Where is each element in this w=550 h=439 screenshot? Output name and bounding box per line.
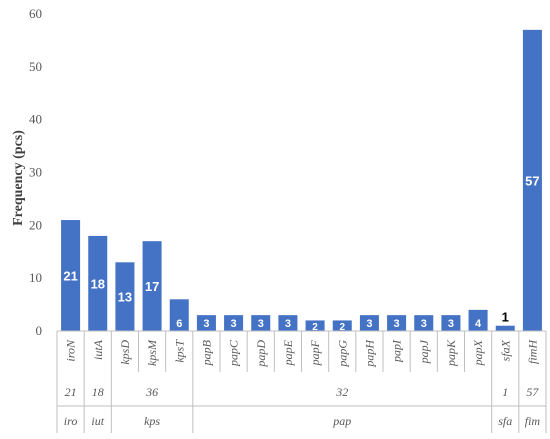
bar [332, 320, 352, 331]
bar [251, 315, 271, 331]
group-label: kps [144, 414, 160, 428]
bar [522, 29, 542, 331]
bar [88, 235, 108, 331]
bar-data-label: 2 [312, 322, 318, 333]
group-total: 18 [92, 385, 104, 399]
bar [387, 315, 407, 331]
group-label: pap [332, 414, 351, 428]
x-category-label: papG [335, 340, 349, 368]
bar-data-label: 18 [91, 276, 105, 291]
bar [224, 315, 244, 331]
x-category-label: kpsD [118, 340, 132, 365]
bar-data-label: 2 [339, 322, 345, 333]
y-tick-label: 30 [29, 165, 42, 180]
category-table: iroN iutA kpsD kpsM kpsT papB papC papD papE papF… [56, 330, 547, 433]
x-category-label: sfaX [498, 339, 512, 361]
bar [359, 315, 379, 331]
group-label: fim [525, 414, 541, 428]
bar-data-label: 13 [118, 290, 132, 305]
group-label: iro [64, 414, 78, 428]
group-label: iut [91, 414, 104, 428]
bar [414, 315, 434, 331]
x-category-label: papJ [417, 339, 431, 364]
bar-data-label: 3 [366, 318, 372, 330]
x-category-label: kpsM [145, 339, 159, 366]
group-total: 36 [145, 385, 158, 399]
x-category-label: papC [227, 339, 241, 367]
x-category-label: papX [471, 339, 485, 366]
x-category-label: papB [199, 339, 213, 366]
group-total: 21 [65, 385, 77, 399]
x-category-label: papD [254, 340, 268, 368]
y-tick-label: 0 [36, 323, 43, 338]
bar-data-label: 1 [502, 310, 509, 325]
bar-data-label: 3 [421, 318, 427, 330]
bar [305, 320, 325, 331]
bar [142, 241, 162, 331]
y-tick-label: 50 [29, 59, 42, 74]
group-total: 32 [335, 385, 348, 399]
y-tick-label: 60 [29, 6, 42, 21]
y-tick-label: 10 [29, 270, 42, 285]
group-total: 57 [526, 385, 539, 399]
data-labels: 21 18 13 17 6 3 3 3 3 2 2 3 3 3 3 4 1 57 [63, 173, 539, 333]
y-tick-label: 20 [29, 217, 42, 232]
bar-data-label: 3 [285, 318, 291, 330]
bar-data-label: 17 [145, 279, 159, 294]
x-category-label: papF [308, 339, 322, 366]
bar [441, 315, 461, 331]
bar [61, 220, 81, 331]
x-category-label: papI [390, 339, 404, 363]
bar [468, 309, 488, 331]
x-category-label: kpsT [172, 339, 186, 363]
group-label: sfa [498, 414, 512, 428]
bar-data-label: 3 [203, 318, 209, 330]
bar [169, 299, 189, 331]
x-category-label: iutA [91, 339, 105, 360]
bar-data-label: 3 [231, 318, 237, 330]
bar-data-label: 4 [475, 318, 482, 330]
x-category-label: papK [444, 339, 458, 367]
bar-data-label: 3 [448, 318, 454, 330]
x-category-label: fimH [525, 339, 539, 364]
bar [115, 262, 135, 331]
x-category-label: papH [362, 339, 376, 368]
x-category-label: iroN [64, 339, 78, 362]
group-total: 1 [502, 385, 508, 399]
bar [495, 325, 515, 331]
y-axis: 0 10 20 30 40 50 60 [29, 6, 42, 338]
y-tick-label: 40 [29, 112, 42, 127]
bar-data-label: 3 [394, 318, 400, 330]
x-category-label: papE [281, 339, 295, 366]
bar [278, 315, 298, 331]
y-axis-label: Frequency (pcs) [11, 130, 26, 226]
bar [196, 315, 216, 331]
bars [61, 29, 542, 331]
bar-data-label: 57 [525, 173, 539, 188]
bar-data-label: 21 [63, 269, 77, 284]
bar-data-label: 3 [258, 318, 264, 330]
bar-data-label: 6 [176, 318, 182, 330]
